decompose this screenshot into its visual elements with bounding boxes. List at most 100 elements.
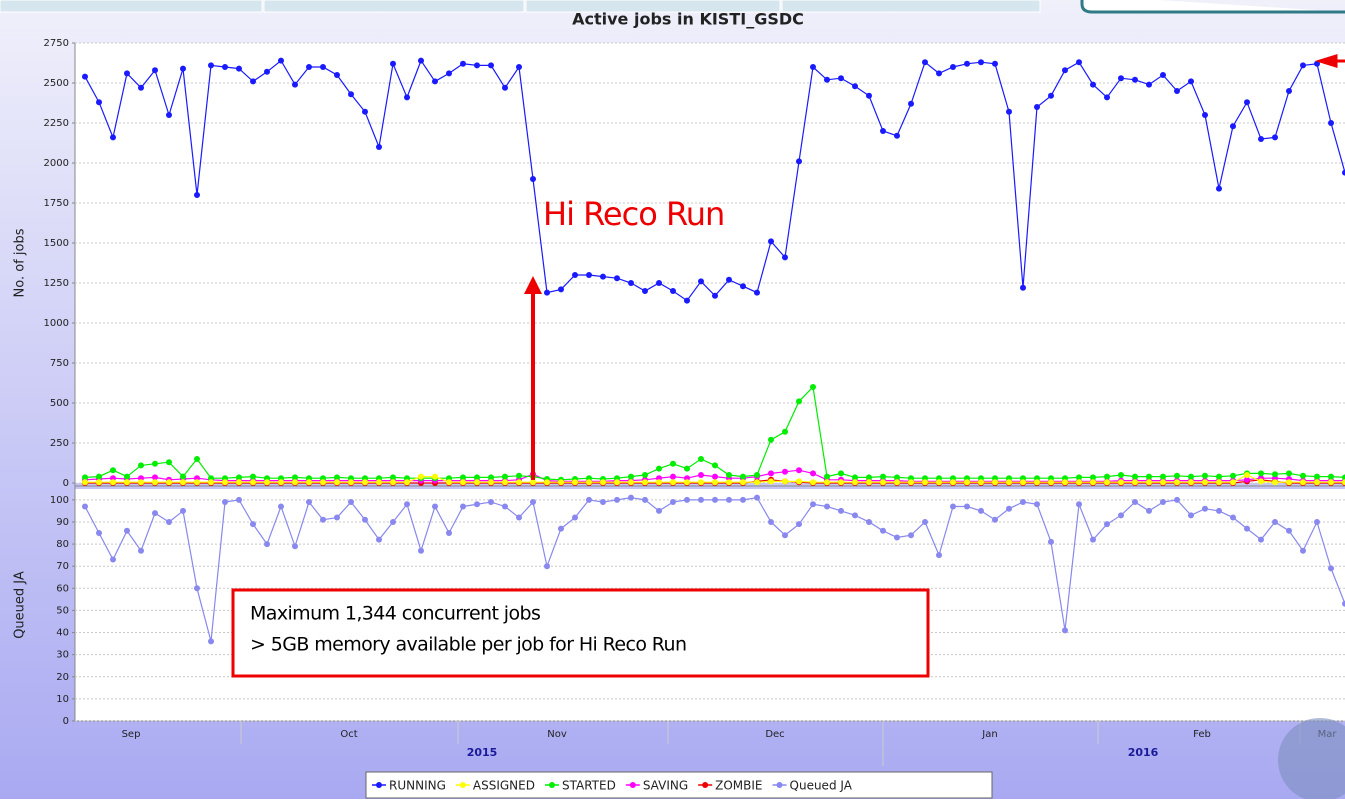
- data-point: [614, 497, 620, 503]
- data-point: [1048, 479, 1054, 485]
- data-point: [390, 479, 396, 485]
- y-tick-label: 1750: [44, 198, 69, 209]
- legend-swatch: [376, 782, 382, 788]
- data-point: [250, 479, 256, 485]
- data-point: [432, 474, 438, 480]
- data-point: [642, 497, 648, 503]
- data-point: [124, 528, 130, 534]
- data-point: [656, 466, 662, 472]
- data-point: [1286, 88, 1292, 94]
- data-point: [488, 62, 494, 68]
- data-point: [698, 278, 704, 284]
- data-point: [1020, 285, 1026, 291]
- data-point: [208, 638, 214, 644]
- data-point: [82, 74, 88, 80]
- data-point: [1104, 474, 1110, 480]
- data-point: [180, 474, 186, 480]
- data-point: [810, 470, 816, 476]
- y-tick-label: 2500: [44, 78, 69, 89]
- data-point: [684, 466, 690, 472]
- data-point: [852, 83, 858, 89]
- data-point: [194, 479, 200, 485]
- annotation-text: Maximum 1,344 concurrent jobs: [250, 603, 540, 625]
- data-point: [1160, 72, 1166, 78]
- data-point: [544, 479, 550, 485]
- data-point: [236, 497, 242, 503]
- data-point: [96, 474, 102, 480]
- data-point: [404, 501, 410, 507]
- y-tick-label: 70: [56, 561, 69, 572]
- data-point: [1146, 479, 1152, 485]
- y-tick-label: 40: [56, 628, 69, 639]
- data-point: [138, 462, 144, 468]
- data-point: [222, 479, 228, 485]
- y-tick-label: 0: [63, 716, 69, 727]
- data-point: [866, 93, 872, 99]
- data-point: [222, 64, 228, 70]
- data-point: [460, 479, 466, 485]
- data-point: [110, 467, 116, 473]
- data-point: [152, 67, 158, 73]
- data-point: [152, 510, 158, 516]
- data-point: [796, 521, 802, 527]
- legend-swatch: [549, 782, 555, 788]
- data-point: [880, 479, 886, 485]
- x-tick-label: Nov: [547, 729, 567, 740]
- data-point: [1048, 539, 1054, 545]
- data-point: [1272, 519, 1278, 525]
- data-point: [740, 497, 746, 503]
- data-point: [376, 144, 382, 150]
- data-point: [292, 82, 298, 88]
- data-point: [1230, 123, 1236, 129]
- legend-label: ASSIGNED: [473, 779, 535, 793]
- data-point: [572, 272, 578, 278]
- data-point: [306, 64, 312, 70]
- data-point: [544, 563, 550, 569]
- data-point: [768, 478, 774, 484]
- y-tick-label: 20: [56, 672, 69, 683]
- data-point: [1006, 506, 1012, 512]
- data-point: [1160, 479, 1166, 485]
- data-point: [810, 479, 816, 485]
- data-point: [1314, 474, 1320, 480]
- data-point: [250, 474, 256, 480]
- data-point: [1118, 472, 1124, 478]
- data-point: [586, 479, 592, 485]
- data-point: [726, 479, 732, 485]
- data-point: [1202, 479, 1208, 485]
- data-point: [908, 479, 914, 485]
- data-point: [110, 134, 116, 140]
- data-point: [978, 59, 984, 65]
- legend-swatch: [460, 782, 466, 788]
- data-point: [782, 532, 788, 538]
- data-point: [124, 70, 130, 76]
- legend-label: Queued JA: [790, 779, 853, 793]
- data-point: [796, 467, 802, 473]
- data-point: [726, 497, 732, 503]
- data-point: [334, 515, 340, 521]
- data-point: [1202, 112, 1208, 118]
- data-point: [936, 70, 942, 76]
- data-point: [642, 472, 648, 478]
- data-point: [180, 479, 186, 485]
- data-point: [698, 472, 704, 478]
- data-point: [530, 176, 536, 182]
- x-tick-label: Oct: [340, 729, 357, 740]
- data-point: [922, 519, 928, 525]
- data-point: [978, 508, 984, 514]
- x-year-label: 2016: [1128, 746, 1159, 759]
- legend-swatch: [630, 782, 636, 788]
- data-point: [754, 290, 760, 296]
- data-point: [1146, 82, 1152, 88]
- x-tick-label: Dec: [765, 729, 784, 740]
- data-point: [656, 479, 662, 485]
- data-point: [82, 503, 88, 509]
- data-point: [964, 61, 970, 67]
- y-tick-label: 80: [56, 539, 69, 550]
- data-point: [362, 517, 368, 523]
- data-point: [82, 479, 88, 485]
- data-point: [796, 398, 802, 404]
- data-point: [1286, 470, 1292, 476]
- data-point: [1286, 528, 1292, 534]
- data-point: [460, 61, 466, 67]
